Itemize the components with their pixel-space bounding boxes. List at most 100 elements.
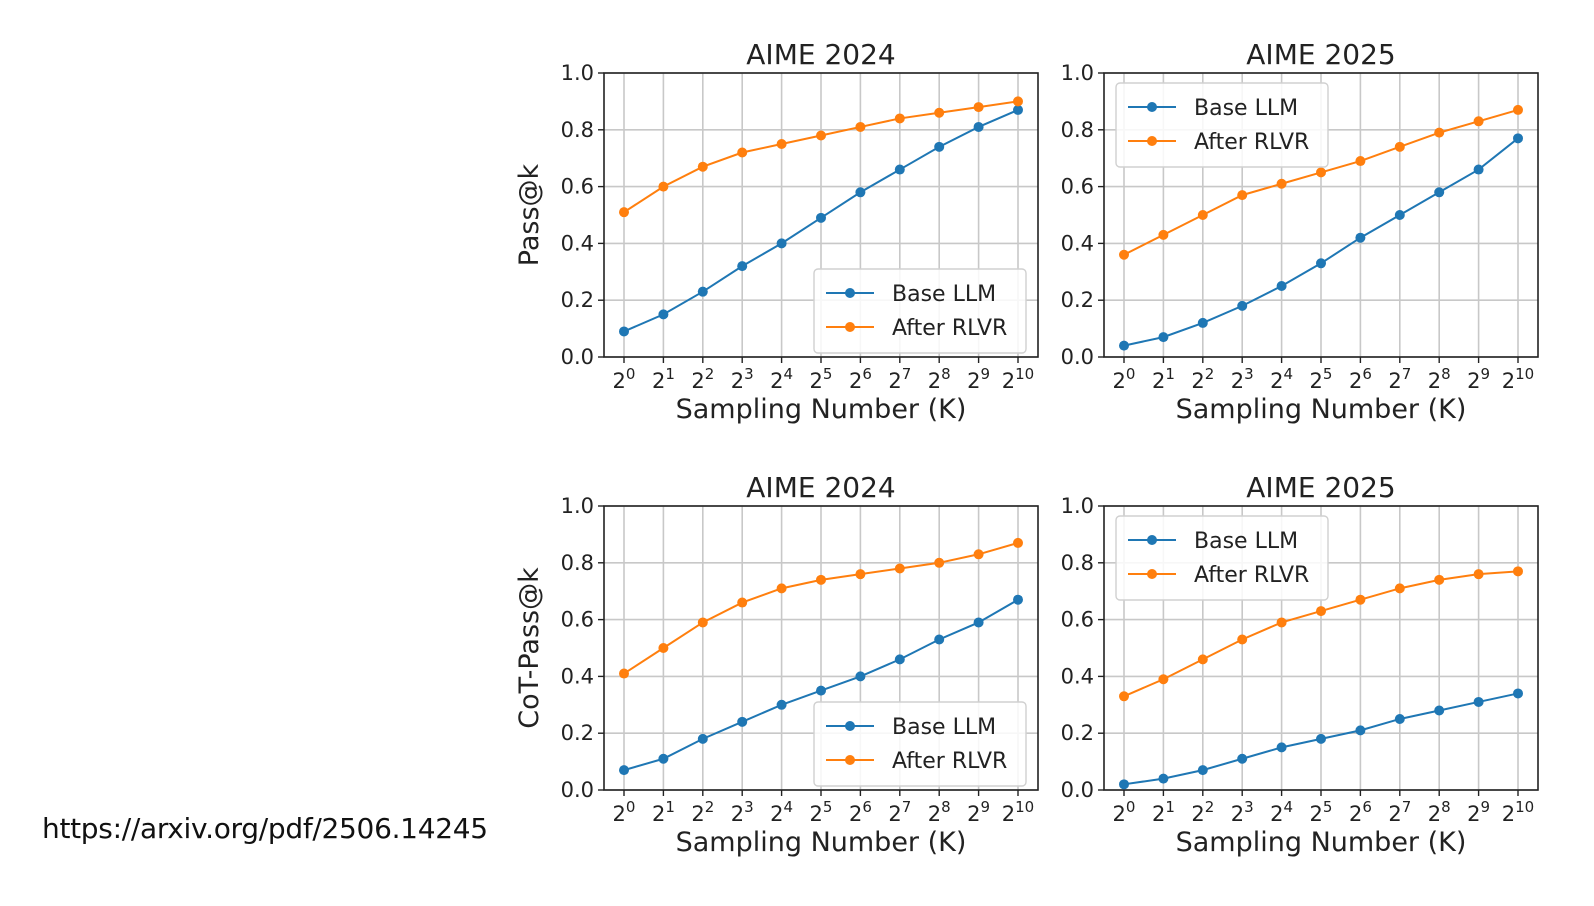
legend: Base LLM After RLVR bbox=[1115, 515, 1329, 601]
data-point bbox=[1434, 705, 1445, 716]
x-tick-label: 29 bbox=[1467, 365, 1490, 393]
data-point bbox=[1513, 104, 1523, 115]
y-tick-label: 0.8 bbox=[561, 118, 594, 142]
data-point bbox=[855, 187, 866, 198]
y-tick-label: 1.0 bbox=[1061, 61, 1094, 85]
data-point bbox=[1119, 340, 1129, 351]
legend-swatch-marker bbox=[845, 322, 855, 332]
data-point bbox=[1513, 566, 1523, 577]
y-tick-label: 0.4 bbox=[1061, 664, 1094, 688]
data-point bbox=[973, 121, 984, 132]
data-point bbox=[816, 574, 826, 585]
data-point bbox=[1276, 281, 1287, 291]
x-tick-label: 28 bbox=[1428, 365, 1451, 393]
data-point bbox=[1394, 141, 1405, 152]
data-point bbox=[737, 147, 748, 158]
x-tick-label: 25 bbox=[810, 798, 833, 826]
data-point bbox=[1394, 583, 1405, 594]
data-point bbox=[1276, 742, 1287, 753]
data-point bbox=[1237, 300, 1248, 311]
y-tick-label: 1.0 bbox=[561, 61, 594, 85]
x-axis-label: Sampling Number (K) bbox=[676, 394, 967, 425]
data-point bbox=[1237, 190, 1248, 201]
x-axis-label: Sampling Number (K) bbox=[676, 827, 967, 858]
x-tick-label: 20 bbox=[1113, 798, 1136, 826]
data-point bbox=[894, 164, 905, 175]
legend: Base LLM After RLVR bbox=[813, 701, 1027, 787]
x-tick-label: 28 bbox=[1428, 798, 1451, 826]
x-tick-label: 210 bbox=[1002, 798, 1034, 826]
legend-swatch-marker bbox=[845, 721, 855, 731]
legend-label: Base LLM bbox=[1194, 96, 1298, 121]
legend-label: After RLVR bbox=[1194, 130, 1309, 155]
data-point bbox=[1473, 116, 1484, 127]
x-tick-label: 26 bbox=[849, 365, 872, 393]
x-tick-label: 210 bbox=[1002, 365, 1034, 393]
legend-box bbox=[1115, 515, 1329, 601]
legend-box bbox=[1115, 82, 1329, 168]
data-point bbox=[1197, 317, 1208, 328]
x-tick-label: 20 bbox=[613, 798, 636, 826]
y-tick-label: 0.8 bbox=[561, 551, 594, 575]
x-tick-label: 26 bbox=[849, 798, 872, 826]
source-url[interactable]: https://arxiv.org/pdf/2506.14245 bbox=[42, 812, 488, 845]
data-point bbox=[1316, 606, 1326, 617]
data-point bbox=[776, 583, 787, 594]
x-tick-label: 27 bbox=[888, 798, 911, 826]
x-axis-label: Sampling Number (K) bbox=[1176, 827, 1467, 858]
data-point bbox=[1276, 178, 1287, 189]
y-tick-label: 0.8 bbox=[1061, 118, 1094, 142]
data-point bbox=[1394, 714, 1405, 724]
data-point bbox=[1237, 753, 1248, 764]
legend: Base LLM After RLVR bbox=[1115, 82, 1329, 168]
y-tick-label: 1.0 bbox=[1061, 494, 1094, 518]
y-tick-label: 0.6 bbox=[561, 175, 594, 199]
data-point bbox=[973, 549, 984, 560]
data-point bbox=[816, 212, 826, 223]
data-point bbox=[1013, 96, 1023, 107]
y-tick-label: 0.8 bbox=[1061, 551, 1094, 575]
data-point bbox=[1119, 779, 1129, 790]
chart-title: AIME 2024 bbox=[746, 38, 895, 71]
data-point bbox=[1316, 733, 1326, 744]
legend-swatch-marker bbox=[1147, 136, 1157, 146]
data-point bbox=[658, 309, 669, 320]
x-tick-label: 29 bbox=[967, 798, 990, 826]
y-tick-label: 0.4 bbox=[561, 664, 594, 688]
x-tick-label: 25 bbox=[1310, 798, 1333, 826]
legend-label: Base LLM bbox=[892, 282, 996, 307]
y-tick-label: 0.0 bbox=[561, 778, 594, 802]
x-tick-label: 26 bbox=[1349, 798, 1372, 826]
data-point bbox=[697, 161, 708, 172]
data-point bbox=[1197, 654, 1208, 665]
data-point bbox=[1158, 674, 1169, 685]
x-tick-label: 29 bbox=[1467, 798, 1490, 826]
x-tick-label: 20 bbox=[1113, 365, 1136, 393]
data-point bbox=[697, 617, 708, 628]
data-point bbox=[1013, 104, 1023, 115]
y-tick-label: 0.4 bbox=[1061, 231, 1094, 255]
data-point bbox=[697, 733, 708, 744]
x-tick-label: 23 bbox=[731, 365, 754, 393]
x-tick-label: 24 bbox=[1270, 798, 1293, 826]
x-tick-label: 22 bbox=[1191, 798, 1214, 826]
legend-label: Base LLM bbox=[892, 715, 996, 740]
data-point bbox=[934, 141, 945, 152]
data-point bbox=[776, 699, 787, 710]
data-point bbox=[697, 286, 708, 297]
y-tick-label: 0.2 bbox=[1061, 288, 1094, 312]
legend-label: After RLVR bbox=[892, 749, 1007, 774]
data-point bbox=[737, 597, 748, 608]
data-point bbox=[737, 716, 748, 727]
x-tick-label: 25 bbox=[810, 365, 833, 393]
data-point bbox=[973, 617, 984, 628]
y-tick-label: 0.6 bbox=[561, 608, 594, 632]
data-point bbox=[1158, 773, 1169, 784]
data-point bbox=[1434, 187, 1445, 198]
x-tick-label: 20 bbox=[613, 365, 636, 393]
legend: Base LLM After RLVR bbox=[813, 268, 1027, 354]
x-tick-label: 21 bbox=[652, 365, 675, 393]
data-point bbox=[934, 634, 945, 645]
x-tick-label: 23 bbox=[731, 798, 754, 826]
